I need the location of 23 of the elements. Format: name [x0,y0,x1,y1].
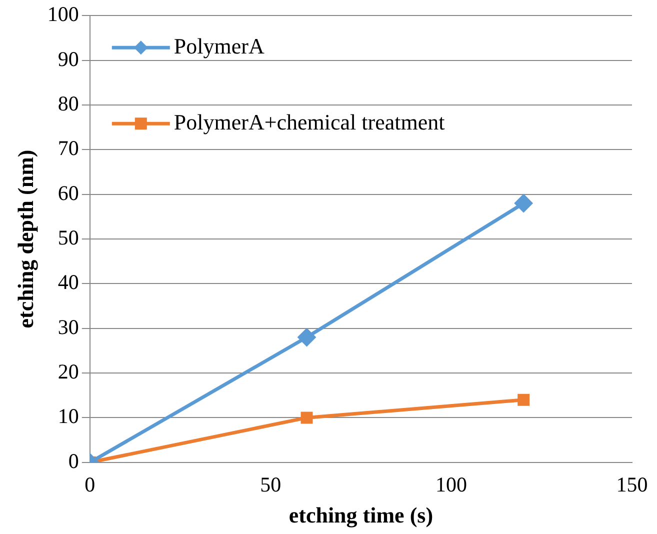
legend-label: PolymerA [174,33,264,58]
y-tick-label: 40 [58,270,79,294]
y-tick-label: 20 [58,360,79,384]
x-tick-label: 50 [260,472,282,497]
y-tick-label: 70 [58,136,79,160]
point [514,194,532,212]
point [298,328,316,346]
x-tick-label: 0 [84,472,96,497]
point [518,394,530,406]
y-axis-title: etching depth (nm) [12,150,38,328]
y-tick-label: 30 [58,314,79,339]
y-tick-label: 90 [58,46,79,71]
y-tick-label: 80 [58,91,79,116]
point [300,412,313,424]
y-tick-label: 60 [58,180,79,205]
y-tick-label: 100 [47,2,79,26]
y-tick-label: 10 [58,404,79,428]
x-tick-label: 150 [616,472,648,497]
legend-label: PolymerA+chemical treatment [174,109,445,134]
y-tick-label: 0 [68,448,79,473]
x-axis-title: etching time (s) [288,502,434,528]
y-tick-label: 50 [58,226,79,250]
x-tick-label: 100 [436,472,468,497]
